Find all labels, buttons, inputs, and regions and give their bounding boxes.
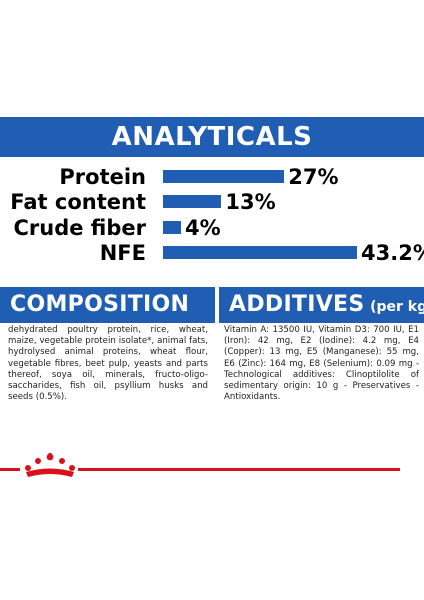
row-label: NFE xyxy=(99,241,146,265)
composition-title: COMPOSITION xyxy=(10,292,190,317)
analytics-row-fiber: Crude fiber 4% xyxy=(0,215,424,241)
additives-header: ADDITIVES (per kg) xyxy=(219,287,424,323)
analytics-row-fat: Fat content 13% xyxy=(0,189,424,215)
row-bar xyxy=(163,221,181,234)
row-label: Crude fiber xyxy=(13,216,146,240)
footer-red-line-right xyxy=(78,468,400,471)
additives-title: ADDITIVES xyxy=(229,292,365,317)
additives-text: Vitamin A: 13500 IU, Vitamin D3: 700 IU,… xyxy=(224,325,419,403)
analytics-title-banner: ANALYTICALS CONSTITUENTS xyxy=(0,117,424,192)
composition-header: COMPOSITION xyxy=(0,287,215,323)
royal-canin-crown-icon xyxy=(25,453,75,477)
additives-subtitle: (per kg) xyxy=(370,299,424,315)
composition-text: dehydrated poultry protein, rice, wheat,… xyxy=(8,325,208,403)
row-value: 13% xyxy=(225,190,276,214)
row-bar xyxy=(163,246,357,259)
row-bar xyxy=(163,170,285,183)
row-bar xyxy=(163,195,222,208)
row-label: Fat content xyxy=(10,190,146,214)
row-value: 43.2% xyxy=(361,241,424,265)
footer-red-line-left xyxy=(0,468,20,471)
analytics-row-protein: Protein 27% xyxy=(0,164,424,190)
row-value: 4% xyxy=(184,216,221,240)
analytics-row-nfe: NFE 43.2% xyxy=(0,240,424,266)
row-value: 27% xyxy=(288,165,339,189)
row-label: Protein xyxy=(59,165,146,189)
